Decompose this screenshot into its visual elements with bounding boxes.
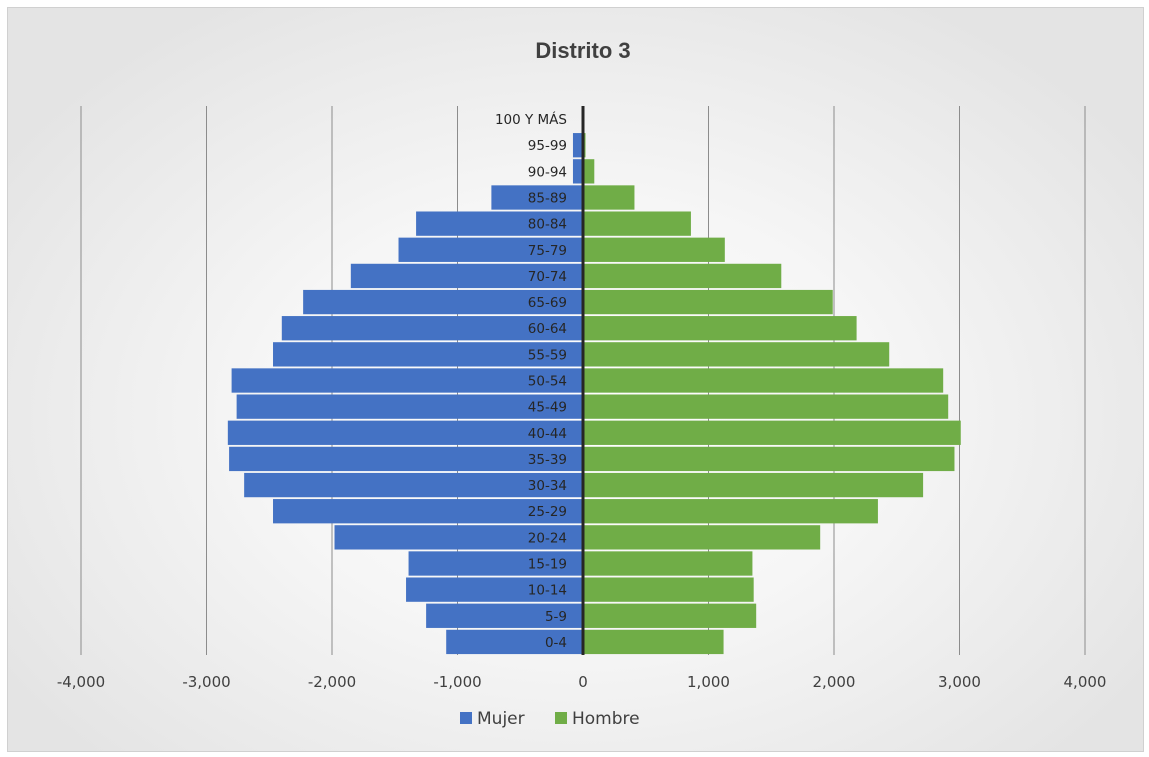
category-label: 25-29 — [528, 504, 567, 520]
bar-hombre-25-29 — [583, 499, 878, 524]
bar-mujer-30-34 — [244, 472, 583, 498]
category-label: 55-59 — [528, 347, 567, 363]
bar-hombre-90-94 — [583, 159, 595, 184]
chart-title: Distrito 3 — [535, 38, 630, 63]
bar-hombre-80-84 — [583, 211, 691, 236]
x-tick-label: -3,000 — [182, 673, 230, 691]
category-label: 90-94 — [528, 164, 567, 180]
bar-hombre-65-69 — [583, 289, 833, 315]
category-label: 35-39 — [528, 452, 567, 468]
bar-hombre-35-39 — [583, 446, 955, 472]
bar-hombre-5-9 — [583, 603, 757, 628]
legend-swatch-mujer — [460, 712, 472, 724]
bar-mujer-60-64 — [281, 316, 583, 341]
bar-hombre-85-89 — [583, 185, 635, 210]
bar-mujer-0-4 — [446, 629, 583, 655]
category-label: 5-9 — [545, 609, 567, 625]
bar-mujer-20-24 — [334, 525, 583, 550]
bar-mujer-40-44 — [227, 420, 583, 445]
bar-hombre-0-4 — [583, 629, 724, 655]
category-label: 50-54 — [528, 374, 567, 390]
bar-mujer-75-79 — [398, 237, 583, 262]
x-tick-label: 3,000 — [938, 673, 981, 691]
bar-mujer-10-14 — [406, 577, 583, 602]
x-tick-label: -2,000 — [308, 673, 356, 691]
legend-label-hombre: Hombre — [572, 709, 640, 729]
bar-mujer-45-49 — [236, 394, 583, 419]
legend-label-mujer: Mujer — [477, 709, 525, 729]
category-label: 10-14 — [528, 583, 567, 599]
x-tick-label: 0 — [578, 673, 588, 691]
category-label: 75-79 — [528, 243, 567, 259]
x-axis-ticks: -4,000 -3,000 -2,000 -1,000 0 1,000 2,000 3,000… — [57, 673, 1107, 691]
population-pyramid-chart: Distrito 3 0-4 5-9 10-14 15-19 20-24 25-29 30-… — [57, 38, 1107, 729]
bar-hombre-40-44 — [583, 420, 961, 445]
category-label: 20-24 — [528, 530, 567, 546]
bar-hombre-75-79 — [583, 237, 725, 262]
bar-mujer-65-69 — [303, 289, 583, 315]
bar-mujer-25-29 — [273, 499, 583, 524]
category-label: 60-64 — [528, 321, 567, 337]
x-tick-label: -4,000 — [57, 673, 105, 691]
category-label: 30-34 — [528, 478, 567, 494]
bar-hombre-55-59 — [583, 342, 890, 367]
bar-hombre-15-19 — [583, 551, 753, 576]
bar-hombre-10-14 — [583, 577, 754, 602]
bar-hombre-50-54 — [583, 368, 944, 393]
category-label: 65-69 — [528, 295, 567, 311]
x-tick-label: 4,000 — [1064, 673, 1107, 691]
bar-hombre-45-49 — [583, 394, 949, 419]
category-labels: 0-4 5-9 10-14 15-19 20-24 25-29 30-34 35-39 40-4… — [495, 111, 567, 651]
category-label: 80-84 — [528, 217, 567, 233]
category-label: 95-99 — [528, 138, 567, 154]
bar-mujer-55-59 — [273, 342, 583, 367]
bar-mujer-50-54 — [231, 368, 583, 393]
bar-hombre-60-64 — [583, 316, 857, 341]
bar-mujer-85-89 — [491, 185, 583, 210]
bar-hombre-30-34 — [583, 472, 924, 498]
bar-mujer-70-74 — [350, 263, 583, 289]
bar-mujer-80-84 — [416, 211, 583, 236]
category-label: 100 Y MÁS — [495, 111, 567, 128]
bars — [227, 133, 961, 655]
category-label: 40-44 — [528, 426, 567, 442]
x-tick-label: -1,000 — [433, 673, 481, 691]
category-label: 45-49 — [528, 400, 567, 416]
category-label: 15-19 — [528, 557, 567, 573]
chart-area: Distrito 3 0-4 5-9 10-14 15-19 20-24 25-29 30-… — [7, 7, 1144, 752]
category-label: 70-74 — [528, 269, 567, 285]
category-label: 85-89 — [528, 191, 567, 207]
bar-mujer-35-39 — [229, 446, 583, 472]
x-tick-label: 2,000 — [813, 673, 856, 691]
legend-swatch-hombre — [555, 712, 567, 724]
bar-mujer-5-9 — [426, 603, 583, 628]
bar-mujer-95-99 — [572, 133, 583, 158]
bar-mujer-15-19 — [408, 551, 583, 576]
x-tick-label: 1,000 — [687, 673, 730, 691]
legend: Mujer Hombre — [460, 709, 640, 729]
bar-mujer-90-94 — [572, 159, 583, 184]
bar-hombre-70-74 — [583, 263, 782, 289]
bar-hombre-20-24 — [583, 525, 821, 550]
category-label: 0-4 — [545, 635, 567, 651]
